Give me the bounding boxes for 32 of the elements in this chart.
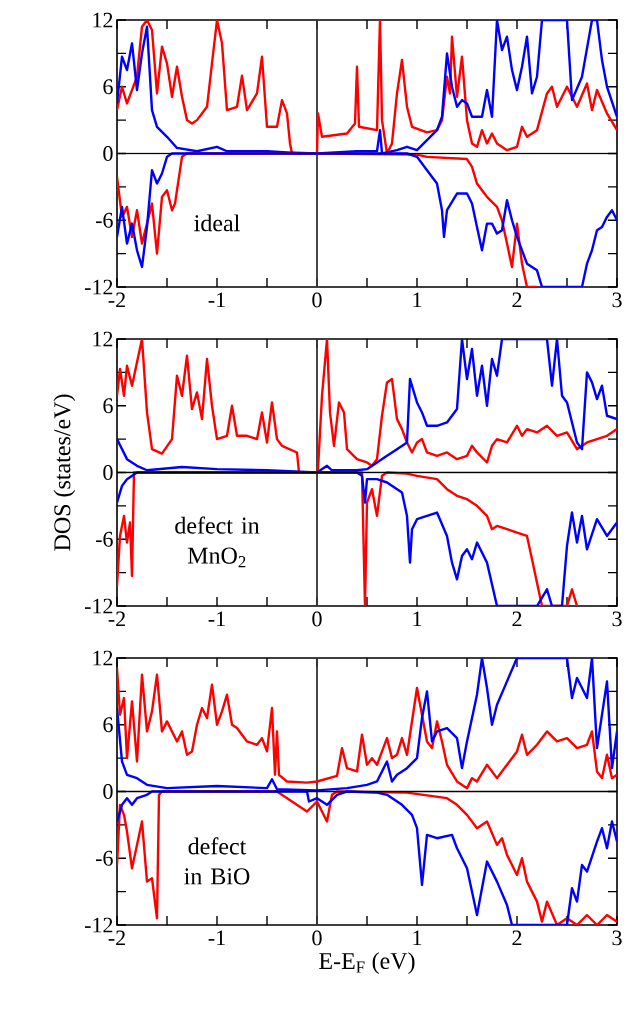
y-tick-label: 0	[103, 465, 113, 480]
y-tick-label: -6	[95, 212, 113, 228]
x-tick-label: 2	[512, 611, 522, 627]
annotation: defect in BiO	[184, 837, 250, 885]
y-tick-label: 12	[93, 650, 113, 666]
y-tick-label: 0	[103, 146, 113, 161]
x-tick-label: 3	[612, 611, 622, 627]
y-tick-label: -6	[95, 531, 113, 547]
x-tick-label: -1	[208, 292, 225, 308]
y-tick-label: 12	[93, 331, 113, 347]
annotation: ideal	[194, 214, 240, 232]
x-tick-label: 2	[512, 930, 522, 946]
x-tick-label: 0	[312, 292, 322, 308]
x-tick-label: 3	[612, 292, 622, 308]
x-tick-label: 1	[413, 611, 422, 627]
x-tick-label: -1	[208, 611, 225, 627]
annotation: defect in MnO$_{2}$	[175, 516, 260, 568]
x-tick-label: 1	[413, 930, 422, 946]
x-tick-label: -1	[208, 930, 225, 946]
x-tick-label: 1	[413, 292, 422, 308]
y-tick-label: 6	[103, 398, 113, 414]
y-tick-label: 0	[103, 784, 113, 799]
x-axis-title: E-E$_{F}$ (eV)	[319, 952, 415, 974]
y-tick-label: 6	[103, 79, 113, 95]
y-tick-label: 12	[93, 12, 113, 28]
x-tick-label: 2	[512, 292, 522, 308]
y-axis-title: DOS (states/eV)	[53, 394, 76, 551]
y-tick-label: -6	[95, 850, 113, 866]
x-tick-label: 0	[312, 930, 322, 946]
x-tick-label: 0	[312, 611, 322, 627]
x-tick-label: 3	[612, 930, 622, 946]
y-tick-label: 6	[103, 717, 113, 733]
